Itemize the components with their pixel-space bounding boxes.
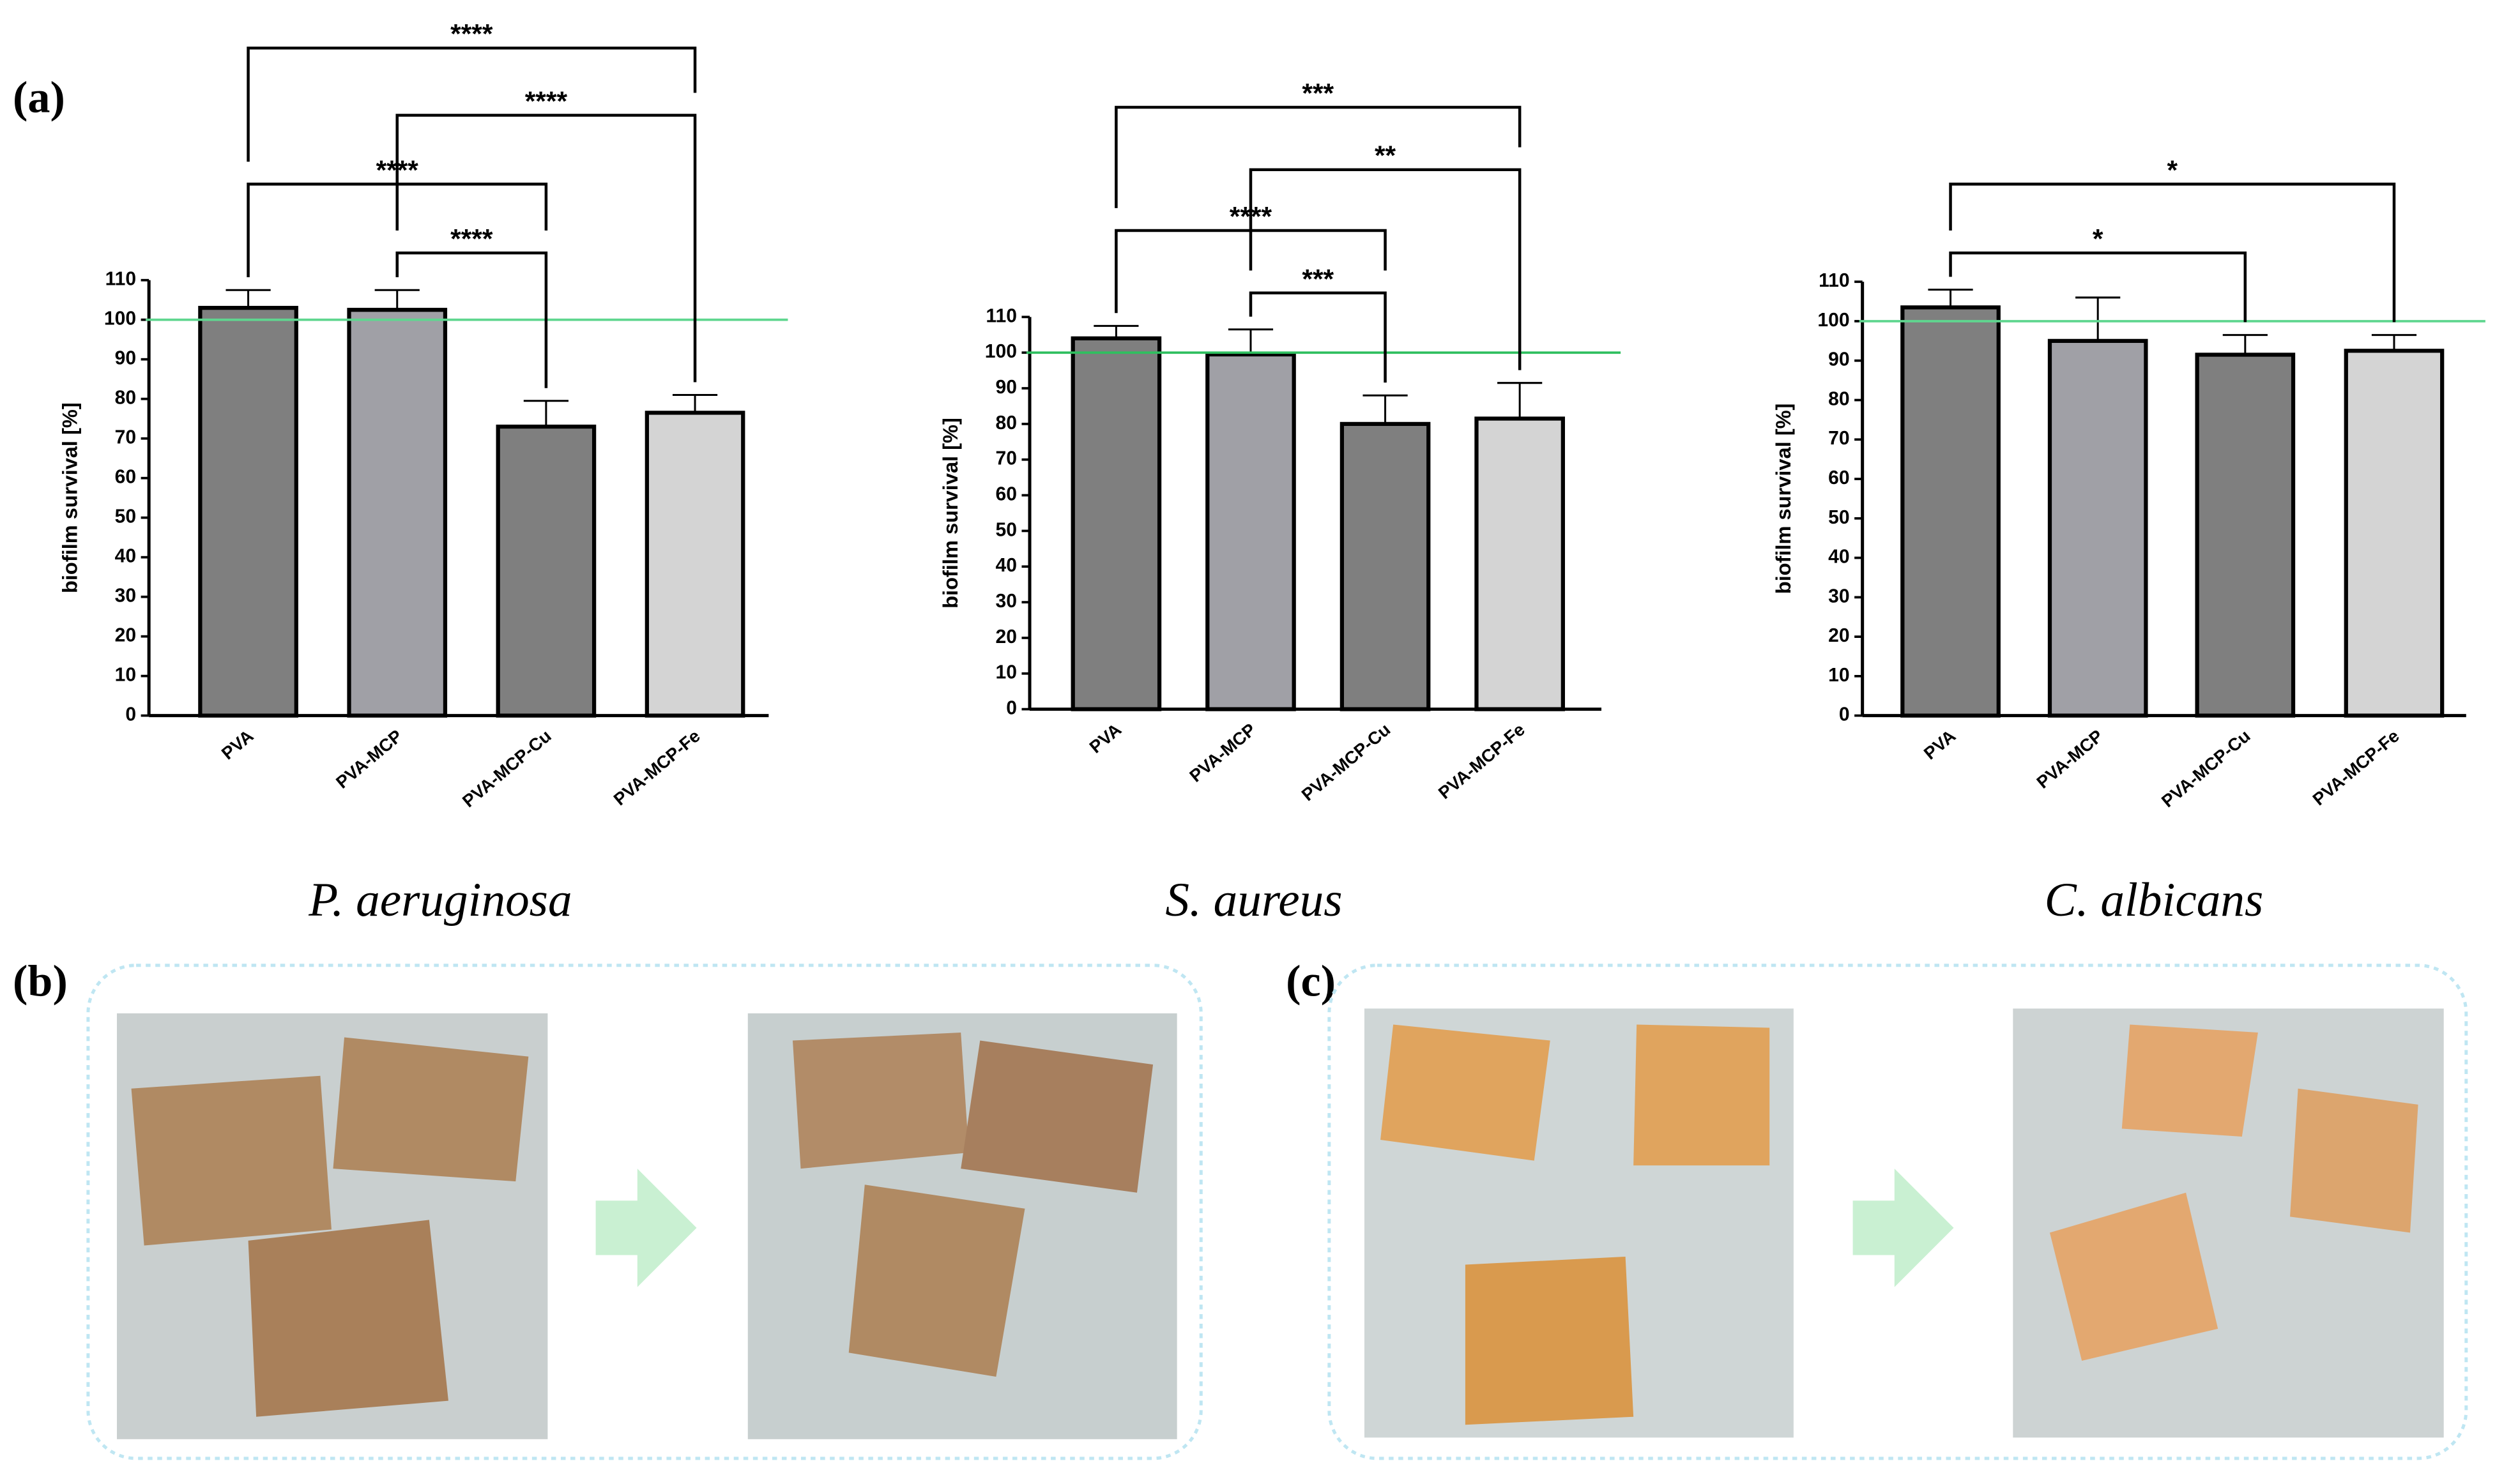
significance-label: *: [2093, 224, 2103, 255]
significance-label: *: [2167, 155, 2178, 186]
y-tick-label: 40: [1828, 547, 1849, 568]
y-axis-label: biofilm survival [%]: [938, 418, 962, 609]
significance-bracket: [247, 46, 697, 162]
y-tick-label: 40: [995, 555, 1016, 576]
y-tick-label: 110: [105, 269, 137, 290]
chart-title: S. aureus: [1165, 874, 1342, 927]
bar: [2195, 352, 2296, 718]
y-tick-label: 30: [995, 591, 1016, 612]
bar: [2047, 338, 2148, 718]
significance-label: ****: [525, 86, 568, 117]
y-tick-label: 100: [1817, 310, 1849, 331]
bar: [496, 424, 597, 718]
y-tick-label: 40: [115, 546, 136, 567]
significance-bracket: [1949, 183, 2396, 322]
y-tick-label: 20: [995, 626, 1016, 647]
bar: [1205, 352, 1296, 711]
x-tick-label: PVA-MCP: [1186, 720, 1260, 786]
y-tick-label: 90: [995, 377, 1016, 398]
photo-panel-c: [1327, 964, 2468, 1460]
bar: [347, 308, 448, 718]
y-tick-label: 60: [115, 467, 136, 488]
y-tick-label: 100: [104, 308, 136, 329]
y-tick-label: 10: [115, 665, 136, 686]
significance-bracket: [395, 114, 697, 382]
significance-label: ****: [1230, 201, 1272, 232]
y-tick-label: 70: [1828, 428, 1849, 449]
y-tick-label: 80: [115, 388, 136, 409]
significance-label: ***: [1302, 78, 1334, 109]
x-tick-label: PVA: [1920, 726, 1960, 764]
panel-label: (b): [13, 956, 68, 1006]
y-tick-label: 50: [115, 506, 136, 527]
significance-bracket: [247, 183, 548, 278]
y-tick-label: 90: [115, 348, 136, 369]
x-tick-label: PVA-MCP-Fe: [2309, 726, 2402, 810]
bar: [1071, 336, 1162, 711]
bar: [198, 305, 298, 718]
y-axis-label: biofilm survival [%]: [57, 402, 81, 593]
significance-label: ****: [450, 19, 493, 50]
y-tick-label: 10: [1828, 665, 1849, 686]
y-tick-label: 0: [125, 704, 136, 725]
x-tick-label: PVA-MCP-Fe: [1435, 720, 1529, 803]
y-tick-label: 20: [1828, 625, 1849, 646]
y-axis-label: biofilm survival [%]: [1771, 404, 1795, 594]
x-tick-label: PVA-MCP-Cu: [2158, 726, 2254, 812]
y-tick-label: 10: [995, 662, 1016, 683]
significance-bracket: [1115, 105, 1522, 208]
y-tick-label: 60: [995, 484, 1016, 505]
y-tick-label: 100: [985, 341, 1017, 362]
y-tick-label: 30: [115, 586, 136, 607]
y-tick-label: 20: [115, 625, 136, 646]
bar: [645, 411, 745, 718]
y-tick-label: 80: [995, 413, 1016, 434]
significance-label: ****: [376, 155, 419, 186]
panel-label: (c): [1286, 956, 1336, 1006]
significance-label: ***: [1302, 264, 1334, 294]
y-tick-label: 0: [1839, 704, 1850, 725]
significance-label: ****: [450, 224, 493, 255]
panel-label: (a): [13, 72, 65, 122]
y-tick-label: 70: [115, 427, 136, 448]
y-tick-label: 80: [1828, 388, 1849, 409]
significance-bracket: [1249, 291, 1387, 383]
significance-bracket: [1115, 229, 1387, 314]
bar: [2344, 349, 2445, 718]
significance-bracket: [1949, 251, 2247, 322]
significance-bracket: [395, 251, 548, 388]
x-tick-label: PVA-MCP: [332, 726, 406, 792]
photo-panel-b: [86, 964, 1203, 1460]
y-tick-label: 0: [1006, 698, 1017, 719]
x-tick-label: PVA-MCP-Cu: [459, 726, 555, 812]
bar: [1900, 305, 2001, 718]
x-tick-label: PVA-MCP: [2033, 726, 2107, 792]
y-tick-label: 110: [986, 305, 1017, 326]
x-tick-label: PVA: [1085, 720, 1125, 757]
y-tick-label: 30: [1828, 586, 1849, 607]
y-tick-label: 70: [995, 448, 1016, 469]
x-tick-label: PVA-MCP-Fe: [610, 726, 704, 810]
significance-label: **: [1375, 140, 1396, 171]
y-tick-label: 60: [1828, 467, 1849, 488]
y-tick-label: 90: [1828, 349, 1849, 370]
chart-title: C. albicans: [2045, 874, 2264, 927]
y-tick-label: 110: [1819, 270, 1850, 291]
bar: [1474, 416, 1565, 711]
significance-bracket: [1249, 168, 1522, 370]
y-tick-label: 50: [995, 519, 1016, 540]
x-tick-label: PVA: [218, 726, 257, 764]
y-tick-label: 50: [1828, 507, 1849, 528]
bar: [1339, 421, 1431, 711]
chart-title: P. aeruginosa: [308, 874, 572, 927]
x-tick-label: PVA-MCP-Cu: [1298, 720, 1394, 805]
